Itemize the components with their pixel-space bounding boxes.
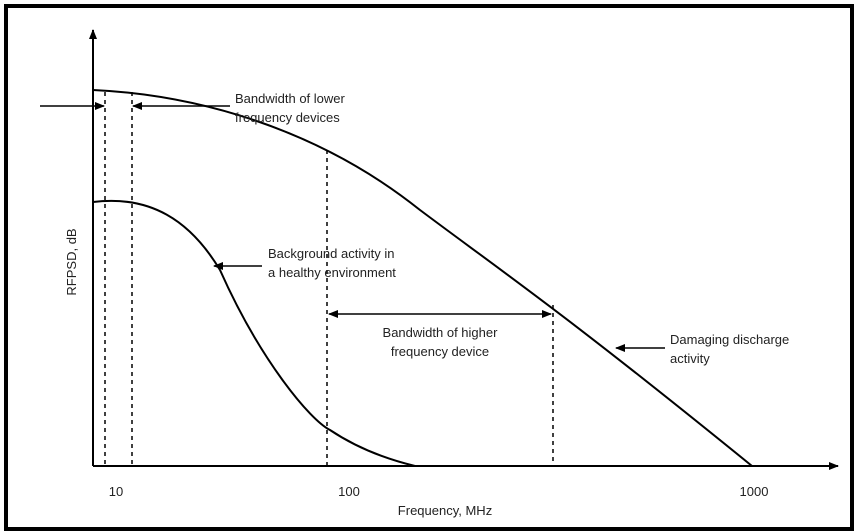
x-axis-label: Frequency, MHz [398,503,492,518]
damaging-label-line-2: activity [670,351,710,366]
x-tick-1000: 1000 [740,484,769,499]
damaging-discharge-curve [92,89,753,467]
x-tick-10: 10 [109,484,123,499]
x-tick-100: 100 [338,484,360,499]
background-activity-curve [92,199,416,467]
background-label-line-2: a healthy environment [268,265,396,280]
y-axis-label: RFPSD, dB [64,228,79,295]
background-label-line-1: Background activity in [268,246,394,261]
higher-band-label-line-1: Bandwidth of higher [383,325,499,340]
lower-band-label-line-2: frequency devices [235,110,340,125]
higher-band-label-line-2: frequency device [391,344,489,359]
damaging-label-line-1: Damaging discharge [670,332,789,347]
figure-frame [4,4,854,531]
lower-band-label-line-1: Bandwidth of lower [235,91,346,106]
